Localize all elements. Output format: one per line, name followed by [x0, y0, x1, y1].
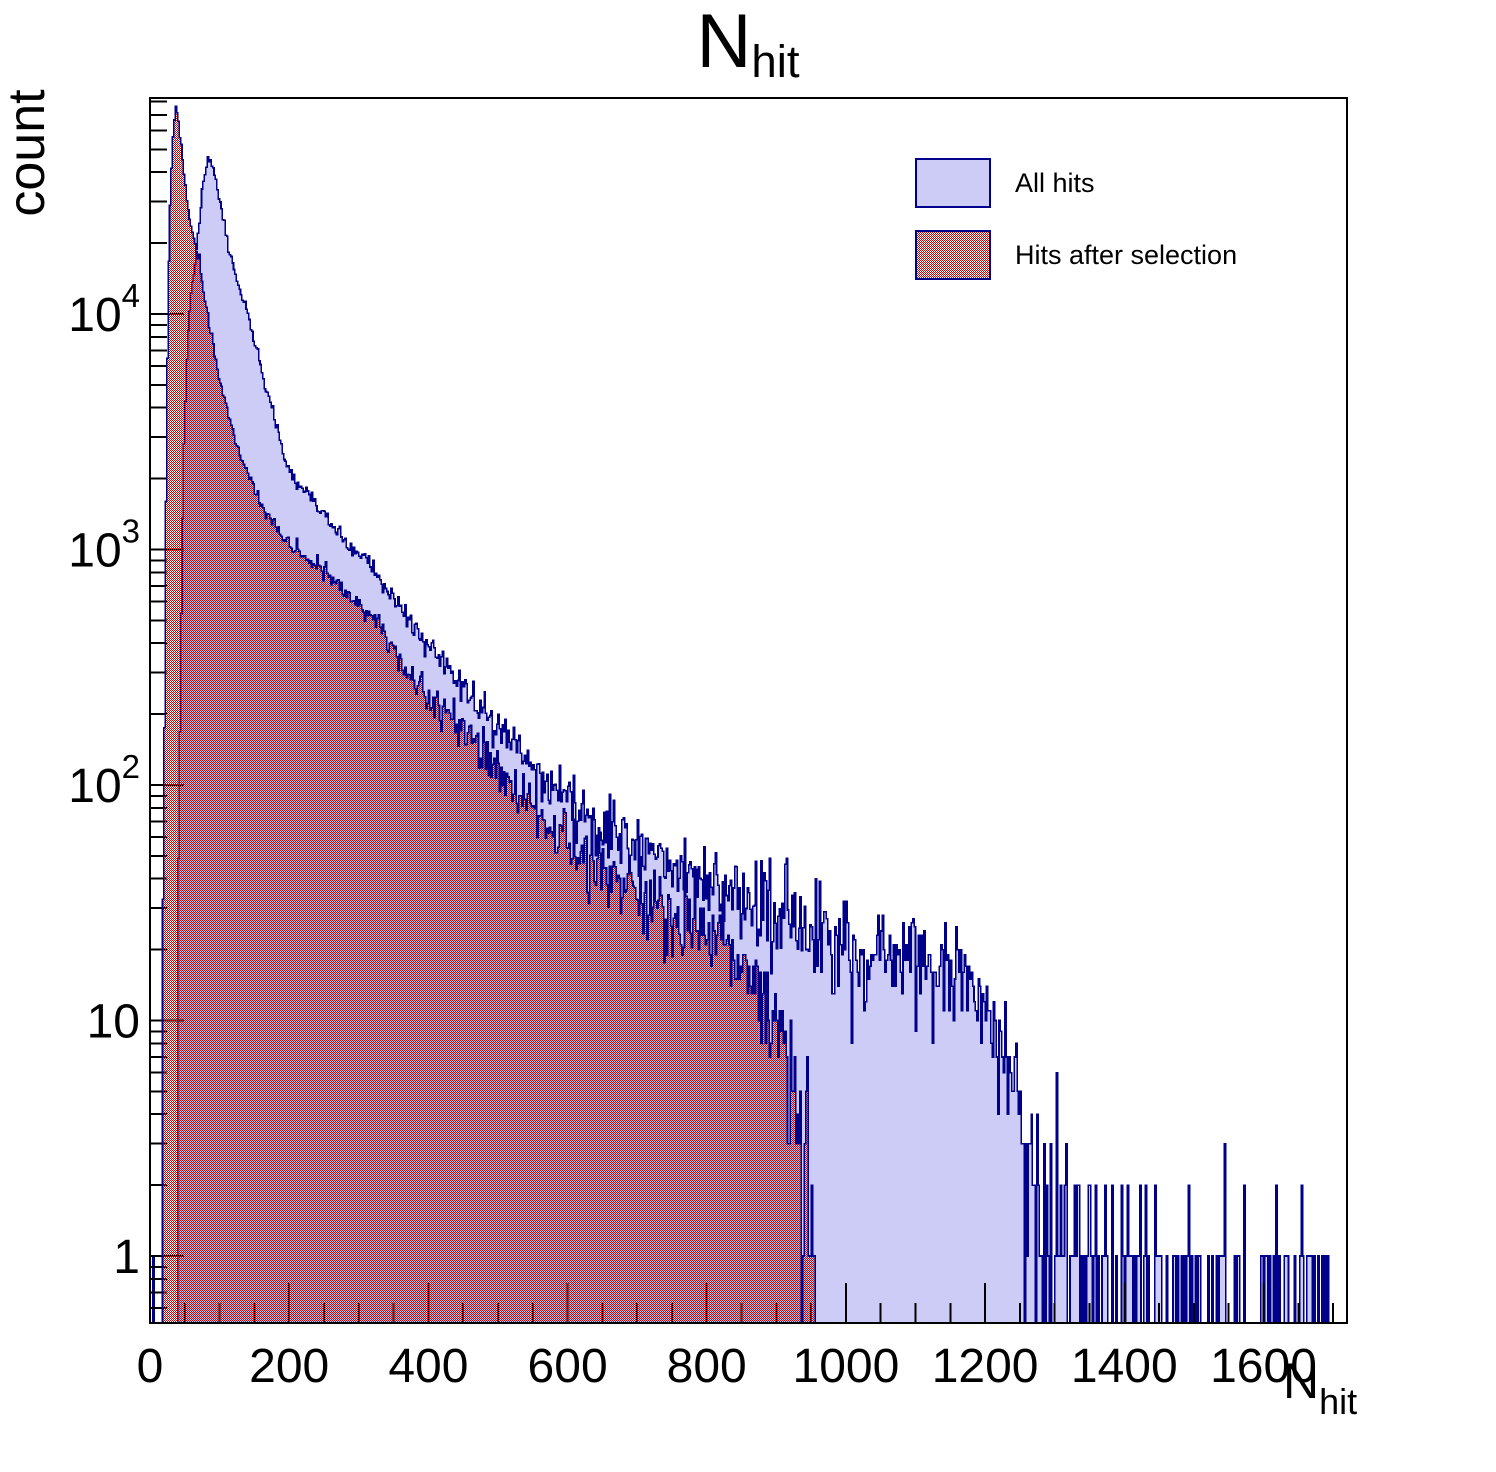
legend-entry-hits-after-selection: Hits after selection — [915, 230, 1237, 280]
legend-swatch-hits-after-selection — [915, 230, 991, 280]
svg-text:1400: 1400 — [1071, 1340, 1178, 1393]
svg-text:1200: 1200 — [932, 1340, 1039, 1393]
legend-label-hits-after-selection: Hits after selection — [1015, 239, 1238, 270]
legend-label-all-hits: All hits — [1015, 167, 1095, 198]
svg-text:102: 102 — [68, 748, 140, 813]
legend: All hits Hits after selection — [915, 158, 1237, 302]
svg-text:104: 104 — [68, 277, 140, 342]
chart-title: Nhit — [0, 0, 1496, 86]
svg-text:600: 600 — [528, 1340, 608, 1393]
svg-text:800: 800 — [667, 1340, 747, 1393]
chart-title-main: N — [696, 0, 752, 84]
svg-text:Nhit: Nhit — [1283, 1353, 1357, 1422]
legend-swatch-all-hits — [915, 158, 991, 208]
svg-text:103: 103 — [68, 513, 140, 578]
plot-frame — [149, 97, 1348, 1324]
legend-entry-all-hits: All hits — [915, 158, 1237, 208]
svg-text:1600: 1600 — [1210, 1340, 1317, 1393]
chart-title-sub: hit — [751, 36, 800, 88]
svg-text:1: 1 — [113, 1231, 140, 1284]
svg-text:0: 0 — [137, 1340, 164, 1393]
svg-text:400: 400 — [388, 1340, 468, 1393]
svg-text:10: 10 — [87, 996, 140, 1049]
series-hits-after-selection — [150, 105, 1347, 1323]
svg-text:200: 200 — [249, 1340, 329, 1393]
svg-text:1000: 1000 — [793, 1340, 900, 1393]
svg-text:count: count — [0, 89, 56, 217]
